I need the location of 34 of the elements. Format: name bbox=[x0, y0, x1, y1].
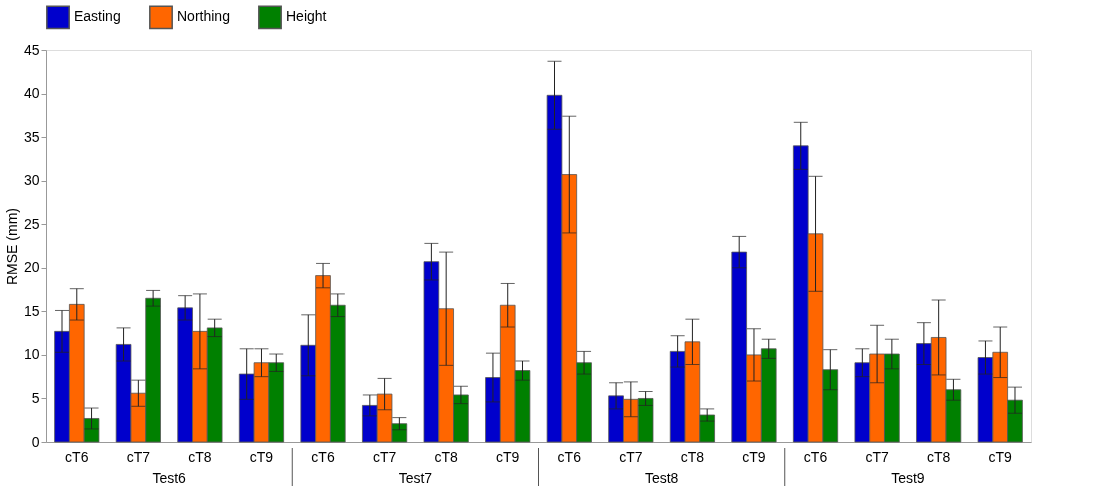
y-tick-label: 15 bbox=[23, 302, 40, 319]
x-tick-label: cT6 bbox=[311, 448, 335, 465]
y-axis-title: RMSE (mm) bbox=[3, 208, 20, 285]
x-tick-label: cT9 bbox=[249, 448, 274, 465]
legend-label: Height bbox=[286, 8, 327, 25]
x-tick-label: cT9 bbox=[496, 448, 520, 465]
y-tick-label: 10 bbox=[23, 346, 40, 363]
x-tick-label: cT7 bbox=[126, 448, 151, 465]
x-tick-label: cT7 bbox=[619, 448, 643, 465]
text: Test7 bbox=[398, 470, 433, 486]
x-tick-label: cT6 bbox=[65, 448, 89, 465]
legend-label: Northing bbox=[177, 8, 230, 25]
y-tick-label: 25 bbox=[23, 215, 40, 232]
y-tick-label: 40 bbox=[23, 85, 40, 102]
x-tick-label: cT8 bbox=[434, 448, 459, 465]
y-tick-label: 20 bbox=[23, 259, 40, 276]
y-tick-label: 5 bbox=[31, 389, 40, 406]
text: Test9 bbox=[891, 470, 925, 486]
x-tick-label: cT7 bbox=[372, 448, 397, 465]
legend-label: Easting bbox=[74, 8, 121, 25]
y-tick-label: 45 bbox=[23, 41, 40, 58]
x-tick-label: cT6 bbox=[803, 448, 828, 465]
y-tick-label: 0 bbox=[31, 433, 40, 450]
x-tick-label: cT9 bbox=[988, 448, 1013, 465]
text: Test8 bbox=[644, 470, 679, 486]
x-tick-label: cT9 bbox=[742, 448, 766, 465]
y-tick-label: 30 bbox=[23, 172, 40, 189]
x-tick-label: cT8 bbox=[680, 448, 705, 465]
x-tick-label: cT8 bbox=[926, 448, 951, 465]
y-tick-label: 35 bbox=[23, 128, 40, 145]
x-tick-label: cT7 bbox=[865, 448, 889, 465]
x-tick-label: cT8 bbox=[188, 448, 212, 465]
text: Test6 bbox=[152, 470, 187, 486]
x-tick-label: cT6 bbox=[557, 448, 582, 465]
